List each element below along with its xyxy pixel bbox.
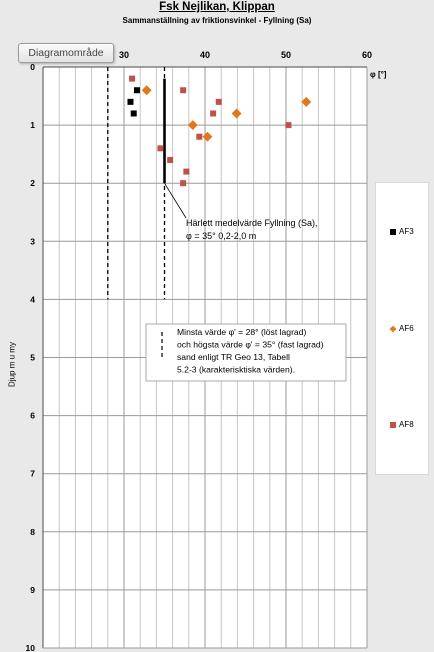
legend-label: AF8 — [399, 420, 414, 429]
x-tick-label: 30 — [119, 50, 129, 60]
reference-note-text: 5.2-3 (karakterisktiska värden). — [177, 365, 295, 375]
legend-item-af8: AF8 — [390, 420, 414, 430]
legend-label: AF3 — [399, 227, 414, 236]
data-point-af8 — [180, 180, 187, 187]
y-tick-label: 9 — [30, 585, 35, 595]
y-tick-label: 2 — [30, 178, 35, 188]
chart-subtitle: Sammanställning av friktionsvinkel - Fyl… — [122, 16, 312, 25]
x-axis-label: φ [°] — [370, 70, 387, 79]
data-point-af6 — [187, 120, 198, 131]
data-point-af3 — [127, 98, 134, 105]
y-tick-label: 5 — [30, 353, 35, 363]
y-tick-label: 10 — [26, 643, 36, 652]
legend-item-af3: AF3 — [390, 227, 414, 237]
mean-annotation-text: Härlett medelvärde Fyllning (Sa), — [186, 218, 318, 228]
chart-title: Fsk Nejlikan, Klippan — [159, 1, 275, 13]
y-tick-label: 0 — [30, 62, 35, 72]
mean-annotation-text: φ = 35° 0,2-2,0 m — [186, 231, 256, 241]
y-tick-label: 3 — [30, 236, 35, 246]
data-point-af3 — [133, 87, 140, 94]
reference-note-text: och högsta värde φ' = 35° (fast lagrad) — [177, 340, 324, 350]
data-point-af8 — [157, 145, 164, 152]
plot-area-tooltip: Diagramområde — [18, 43, 114, 63]
data-point-af8 — [285, 122, 292, 129]
reference-note-text: Minsta värde φ' = 28° (löst lagrad) — [177, 327, 306, 337]
data-point-af6 — [141, 85, 152, 96]
x-tick-label: 60 — [362, 50, 372, 60]
data-point-af8 — [180, 87, 187, 94]
legend-label: AF6 — [399, 324, 414, 333]
reference-note-text: sand enligt TR Geo 13, Tabell — [177, 352, 290, 362]
x-tick-label: 40 — [200, 50, 210, 60]
legend-marker — [389, 325, 397, 333]
y-tick-label: 8 — [30, 527, 35, 537]
y-tick-label: 6 — [30, 411, 35, 421]
data-point-af8 — [183, 168, 190, 175]
legend-marker — [390, 228, 396, 235]
data-point-af6 — [301, 96, 312, 107]
data-point-af8 — [210, 110, 217, 117]
legend: AF3 AF6 AF8 — [375, 182, 429, 475]
data-point-af8 — [196, 133, 203, 140]
legend-marker — [390, 421, 396, 428]
x-tick-label: 50 — [281, 50, 291, 60]
y-tick-label: 7 — [30, 469, 35, 479]
data-point-af3 — [130, 110, 137, 117]
data-point-af8 — [215, 98, 222, 105]
y-tick-label: 1 — [30, 120, 35, 130]
data-point-af6 — [231, 108, 242, 119]
y-axis-label: Djup m u my — [7, 342, 17, 387]
reference-note-box — [145, 323, 347, 382]
data-point-af6 — [202, 131, 213, 142]
legend-item-af6: AF6 — [389, 324, 414, 334]
data-point-af8 — [129, 75, 136, 82]
annotation-leader-line — [164, 182, 187, 219]
data-point-af8 — [167, 156, 174, 163]
y-tick-label: 4 — [30, 294, 35, 304]
